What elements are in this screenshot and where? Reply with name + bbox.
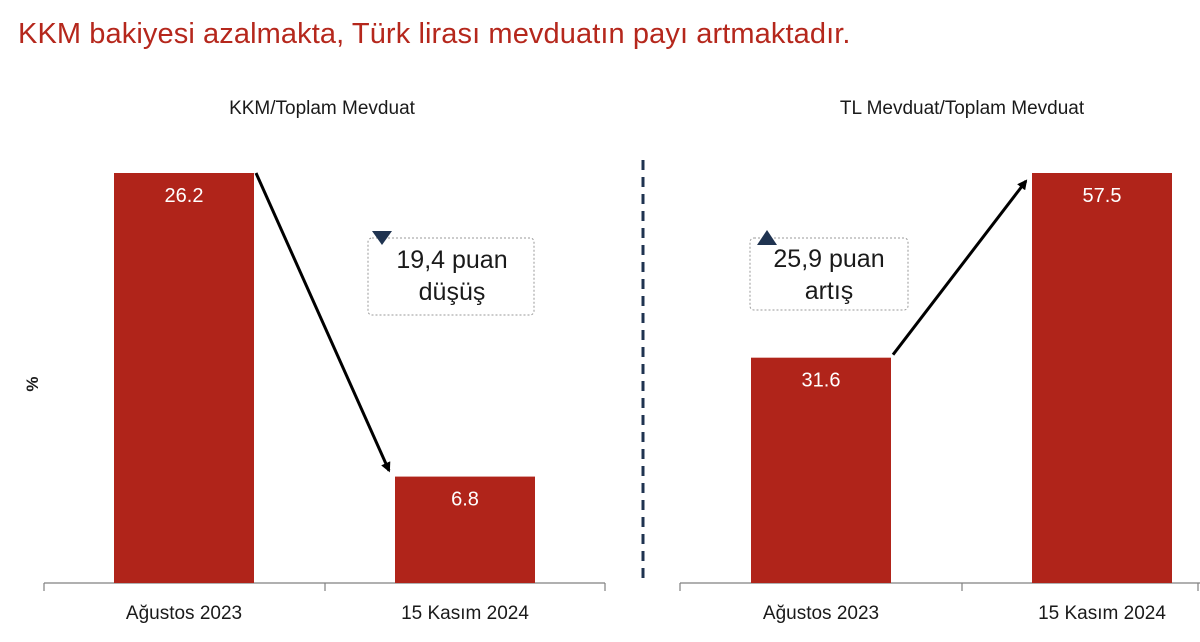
down-triangle-icon [372, 231, 392, 245]
up-triangle-icon [757, 230, 777, 245]
chart-title: KKM/Toplam Mevduat [229, 98, 416, 119]
callout-line-1: 25,9 puan [773, 245, 884, 273]
y-axis-unit-label: % [23, 376, 42, 391]
page-title: KKM bakiyesi azalmakta, Türk lirası mevd… [18, 18, 851, 50]
change-arrow [254, 172, 391, 473]
x-tick-label: Ağustos 2023 [763, 603, 879, 624]
bar-value-label: 57.5 [1083, 185, 1122, 207]
chart-panel-kkm: KKM/Toplam Mevduat 26.2 6.8 Ağustos 2023… [43, 98, 606, 624]
change-callout-box [749, 237, 909, 311]
callout-line-2: düşüş [419, 278, 486, 306]
bar-15-kasim-2024 [395, 476, 535, 583]
bar-agustos-2023 [114, 173, 254, 583]
change-callout-box [367, 237, 535, 316]
bar-value-label: 31.6 [802, 370, 841, 392]
x-tick-label: 15 Kasım 2024 [401, 603, 529, 624]
x-tick-label: Ağustos 2023 [126, 603, 242, 624]
bar-15-kasim-2024 [1032, 173, 1172, 583]
callout-line-1: 19,4 puan [396, 246, 507, 274]
x-tick-label: 15 Kasım 2024 [1038, 603, 1166, 624]
chart-title: TL Mevduat/Toplam Mevduat [840, 98, 1085, 119]
bar-agustos-2023 [751, 357, 891, 583]
chart-panel-tl-mevduat: TL Mevduat/Toplam Mevduat 31.6 57.5 Ağus… [679, 98, 1200, 624]
bar-value-label: 6.8 [451, 489, 479, 511]
callout-line-2: artış [805, 277, 854, 305]
bar-value-label: 26.2 [165, 185, 204, 207]
change-arrow [891, 179, 1028, 356]
